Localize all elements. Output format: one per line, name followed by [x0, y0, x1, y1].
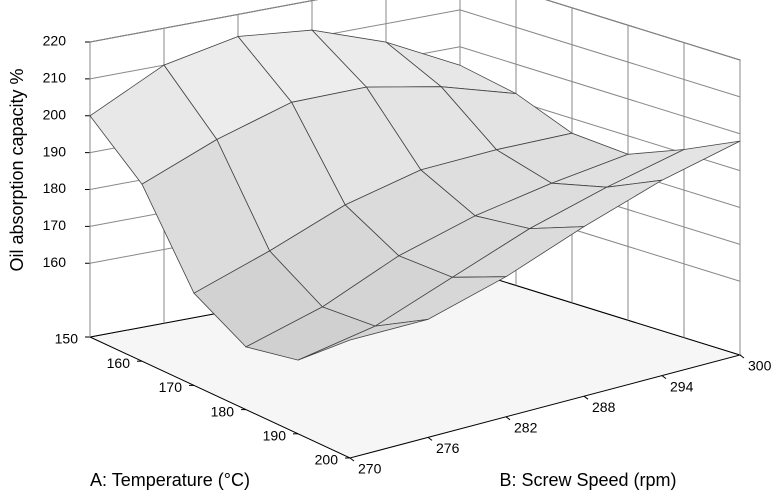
- z-grid-line: [459, 9, 741, 98]
- z-grid-line: [89, 0, 318, 43]
- x-tick-label: 170: [159, 379, 183, 395]
- z-grid-line: [545, 0, 741, 61]
- y-tick-label: 282: [514, 420, 538, 436]
- z-tick-label: 190: [43, 143, 67, 159]
- x-tick-label: 190: [263, 428, 287, 444]
- x-axis-label: A: Temperature (°C): [90, 470, 250, 490]
- y-tick: [349, 457, 355, 462]
- z-tick-label: 160: [43, 254, 67, 270]
- z-tick-label: 200: [43, 106, 67, 122]
- y-tick-label: 288: [592, 399, 616, 415]
- y-tick: [583, 395, 589, 400]
- x-tick-label: 200: [315, 452, 339, 468]
- z-tick-label: 220: [43, 33, 67, 49]
- y-tick: [427, 436, 433, 441]
- x-tick-label: 180: [211, 403, 235, 419]
- x-tick-label: 150: [55, 331, 79, 347]
- z-grid-line: [459, 46, 741, 135]
- z-tick-label: 180: [43, 180, 67, 196]
- y-tick-label: 300: [748, 358, 772, 374]
- y-tick: [739, 354, 745, 359]
- y-tick-label: 270: [358, 461, 382, 477]
- y-tick: [661, 375, 667, 380]
- y-tick-label: 294: [670, 378, 694, 394]
- z-tick-label: 170: [43, 217, 67, 233]
- y-tick: [505, 416, 511, 421]
- x-tick-label: 160: [107, 355, 131, 371]
- surface-patch: [297, 319, 429, 361]
- y-axis-label: B: Screw Speed (rpm): [499, 470, 676, 490]
- z-tick-label: 210: [43, 70, 67, 86]
- y-tick-label: 276: [436, 440, 460, 456]
- z-axis-label: Oil absorption capacity %: [7, 68, 27, 271]
